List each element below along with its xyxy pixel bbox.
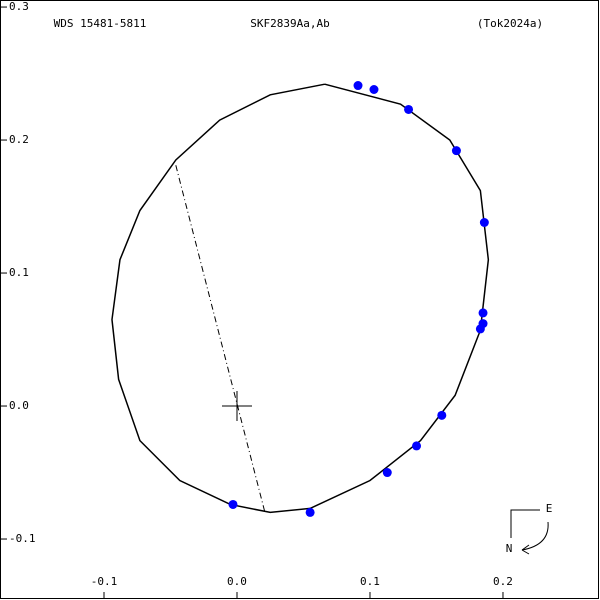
compass-arrowhead [521,544,530,555]
point [451,146,461,156]
x-tick-label: -0.1 [91,575,118,588]
point [404,104,414,114]
compass-east: E [546,502,553,515]
point [228,499,238,509]
point [382,468,392,478]
y-tick-label: 0.1 [9,266,29,279]
y-tick-label: 0.3 [9,0,29,13]
chart-title: SKF2839Aa,Ab [250,17,329,30]
reference: (Tok2024a) [477,17,543,30]
y-tick-label: 0.2 [9,133,29,146]
point [479,217,489,227]
compass-axes [510,509,540,538]
compass-north: N [506,542,513,555]
point [478,308,488,318]
x-tick-label: 0.0 [227,575,247,588]
origin-cross [221,391,252,422]
x-tick-label: 0.2 [493,575,513,588]
y-tick-label: -0.1 [9,532,36,545]
x-tick-label: 0.1 [360,575,380,588]
point [353,81,363,91]
orbit [111,83,490,514]
y-tick-label: 0.0 [9,399,29,412]
point [437,410,447,420]
point [369,85,379,95]
point [412,441,422,451]
compass-arrow [521,521,549,551]
node-line [175,165,266,513]
wds-label: WDS 15481-5811 [54,17,147,30]
point [475,324,485,334]
point [305,507,315,517]
